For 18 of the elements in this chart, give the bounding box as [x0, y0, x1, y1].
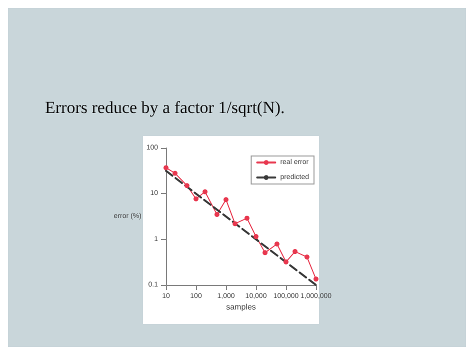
point [274, 242, 280, 247]
point [292, 249, 298, 254]
point [172, 170, 178, 176]
chart-title: Errors reduce by a factor 1/sqrt(N). [45, 98, 285, 117]
point [202, 189, 208, 194]
point [304, 254, 310, 260]
point [224, 197, 228, 202]
point [232, 221, 238, 226]
point [164, 165, 168, 170]
point [262, 250, 268, 256]
point [244, 216, 250, 221]
point [254, 234, 258, 240]
x-axis-title: samples [226, 302, 256, 312]
point [284, 259, 288, 264]
point [314, 276, 318, 282]
point [184, 183, 190, 188]
point [194, 196, 198, 202]
point [214, 212, 220, 217]
